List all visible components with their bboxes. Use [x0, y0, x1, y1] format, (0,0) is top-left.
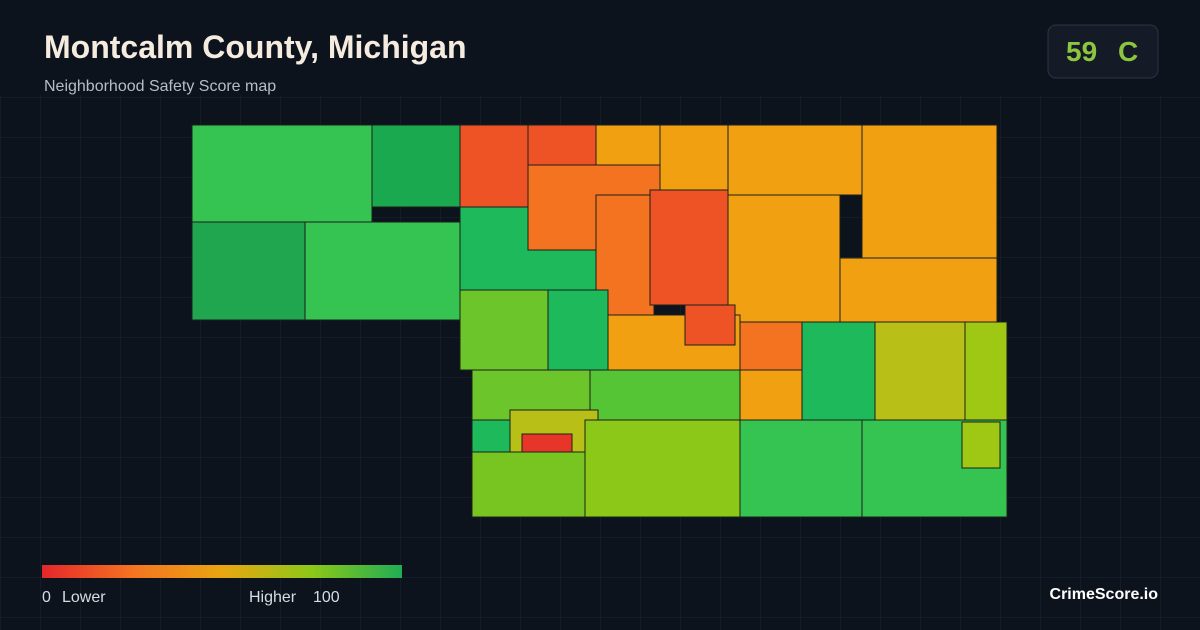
region: [595, 124, 661, 166]
region: [659, 124, 729, 191]
subtitle: Neighborhood Safety Score map: [44, 78, 276, 95]
region: [649, 189, 729, 306]
region: [191, 124, 373, 223]
region: [739, 321, 809, 371]
region: [961, 421, 1001, 469]
region: [839, 257, 998, 323]
score: 59: [1066, 36, 1097, 67]
region: [521, 433, 573, 453]
region: [471, 419, 511, 453]
region: [684, 304, 736, 346]
region: [191, 221, 306, 321]
title: Montcalm County, Michigan: [44, 29, 467, 65]
region: [964, 321, 1008, 423]
region: [801, 321, 876, 421]
region: [547, 289, 609, 371]
legend-min: 0: [42, 589, 51, 606]
region: [371, 124, 461, 208]
region: [527, 124, 597, 166]
region: [727, 194, 841, 323]
region: [727, 124, 863, 196]
region: [459, 289, 549, 371]
region: [739, 419, 863, 518]
region: [739, 369, 803, 421]
region: [459, 124, 529, 208]
legend-bar: [42, 565, 402, 578]
score-badge: [1047, 24, 1159, 79]
legend-min-label: Lower: [62, 589, 106, 606]
legend-max-label: Higher: [249, 589, 297, 606]
region: [584, 419, 741, 518]
region: [861, 124, 998, 259]
grade: C: [1118, 36, 1138, 67]
map: [191, 124, 1008, 518]
region: [589, 369, 741, 421]
region: [471, 451, 586, 518]
legend-max: 100: [313, 589, 340, 606]
region: [304, 221, 461, 321]
brand: CrimeScore.io: [1050, 586, 1159, 603]
region: [874, 321, 966, 421]
